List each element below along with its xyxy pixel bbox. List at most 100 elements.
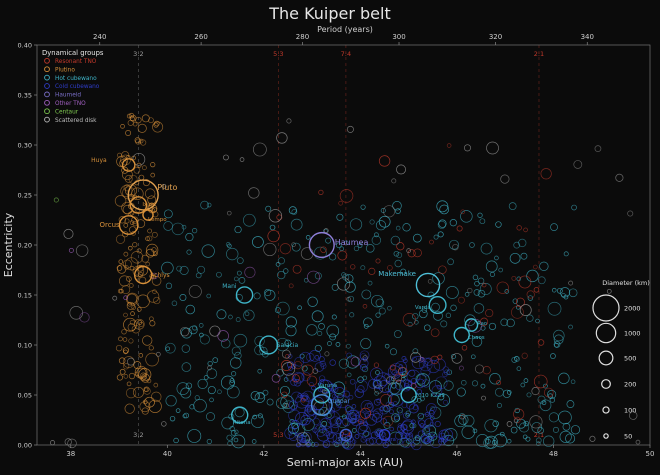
size-legend-marker xyxy=(601,379,611,389)
scatter-point xyxy=(193,398,207,413)
scatter-point xyxy=(392,200,402,211)
scatter-point xyxy=(427,279,433,284)
scatter-point xyxy=(399,423,407,431)
scatter-point xyxy=(146,235,153,242)
scatter-point xyxy=(318,379,330,390)
scatter-point xyxy=(346,372,352,378)
scatter-point xyxy=(285,316,297,328)
scatter-point xyxy=(615,173,624,182)
scatter-point xyxy=(284,354,290,359)
scatter-point xyxy=(313,246,327,260)
scatter-point xyxy=(276,301,290,316)
scatter-point xyxy=(355,422,368,435)
y-tick-label: 0.40 xyxy=(18,42,32,50)
scatter-point xyxy=(288,283,294,289)
scatter-point xyxy=(288,366,293,371)
scatter-point xyxy=(121,166,129,174)
scatter-point xyxy=(189,325,198,335)
scatter-point xyxy=(500,318,509,327)
scatter-point xyxy=(79,312,90,323)
scatter-point xyxy=(511,275,517,281)
scatter-point xyxy=(401,434,406,440)
scatter-point xyxy=(155,351,161,357)
scatter-point xyxy=(226,210,232,216)
scatter-point xyxy=(535,318,540,324)
scatter-point xyxy=(283,268,289,274)
scatter-point xyxy=(537,339,545,346)
scatter-point xyxy=(540,168,552,180)
scatter-point xyxy=(284,427,297,440)
scatter-point xyxy=(136,307,142,312)
scatter-point xyxy=(220,338,231,349)
scatter-point xyxy=(133,318,145,330)
scatter-point xyxy=(474,280,480,287)
scatter-point xyxy=(425,426,431,432)
scatter-point xyxy=(518,238,527,248)
named-object-label: Makemake xyxy=(378,270,416,278)
scatter-point xyxy=(402,439,411,449)
axis-ticks: 38 40 42 44 46 48 50 0.00 0.05 0.10 0.15 0.20 0.25 0.… xyxy=(18,33,655,458)
scatter-point xyxy=(137,319,143,325)
scatter-point xyxy=(450,304,457,312)
scatter-point xyxy=(307,296,318,307)
scatter-point xyxy=(163,221,173,231)
scatter-point xyxy=(513,241,521,249)
scatter-point xyxy=(287,430,293,436)
scatter-point xyxy=(419,357,425,362)
scatter-point xyxy=(361,289,372,300)
scatter-point xyxy=(358,418,364,425)
named-object-marker xyxy=(308,231,335,259)
scatter-point xyxy=(406,434,413,441)
named-object-marker xyxy=(453,326,470,344)
scatter-point xyxy=(396,164,406,175)
scatter-point xyxy=(191,228,198,234)
resonance-label: 3:2 xyxy=(133,431,143,439)
scatter-point xyxy=(506,438,512,444)
scatter-point xyxy=(129,283,134,288)
scatter-point xyxy=(285,373,295,382)
resonance-label: 7:4 xyxy=(341,431,351,439)
scatter-point xyxy=(198,323,204,328)
named-object-label: 2010 KZ39 xyxy=(415,393,446,399)
scatter-point xyxy=(357,376,364,383)
scatter-point xyxy=(308,349,321,362)
scatter-point xyxy=(504,289,510,294)
scatter-point xyxy=(459,365,464,371)
scatter-point xyxy=(439,204,450,215)
scatter-point xyxy=(121,329,127,335)
scatter-point xyxy=(482,366,491,375)
scatter-point xyxy=(523,378,529,383)
scatter-point xyxy=(462,414,475,427)
named-object-label: Haumea xyxy=(335,238,369,247)
top-axis-label: Period (years) xyxy=(317,25,373,34)
y-tick-label: 0.30 xyxy=(18,142,32,150)
scatter-point xyxy=(331,385,339,393)
scatter-point xyxy=(306,270,321,284)
scatter-point xyxy=(402,223,411,232)
scatter-point xyxy=(291,364,297,369)
scatter-point xyxy=(144,396,155,408)
named-object-label: Quaoar xyxy=(328,398,351,405)
legend-title: Dynamical groups xyxy=(42,49,104,57)
size-legend-label: 1000 xyxy=(624,330,641,338)
scatter-point xyxy=(408,432,414,438)
scatter-point xyxy=(350,264,356,270)
named-object-marker xyxy=(118,215,139,235)
resonance-label: 2:1 xyxy=(534,431,544,439)
scatter-point xyxy=(328,383,336,391)
scatter-point xyxy=(384,343,390,349)
scatter-point xyxy=(141,114,150,123)
scatter-point xyxy=(373,232,379,238)
named-object-marker xyxy=(129,196,148,214)
scatter-point xyxy=(375,370,380,375)
scatter-point xyxy=(566,400,575,408)
named-object-marker xyxy=(231,406,249,424)
scatter-point xyxy=(362,355,368,361)
scatter-point xyxy=(412,436,421,445)
scatter-point xyxy=(556,287,563,294)
scatter-point xyxy=(531,422,543,433)
scatter-point xyxy=(390,235,401,246)
scatter-point xyxy=(319,360,326,367)
scatter-point xyxy=(547,389,557,400)
